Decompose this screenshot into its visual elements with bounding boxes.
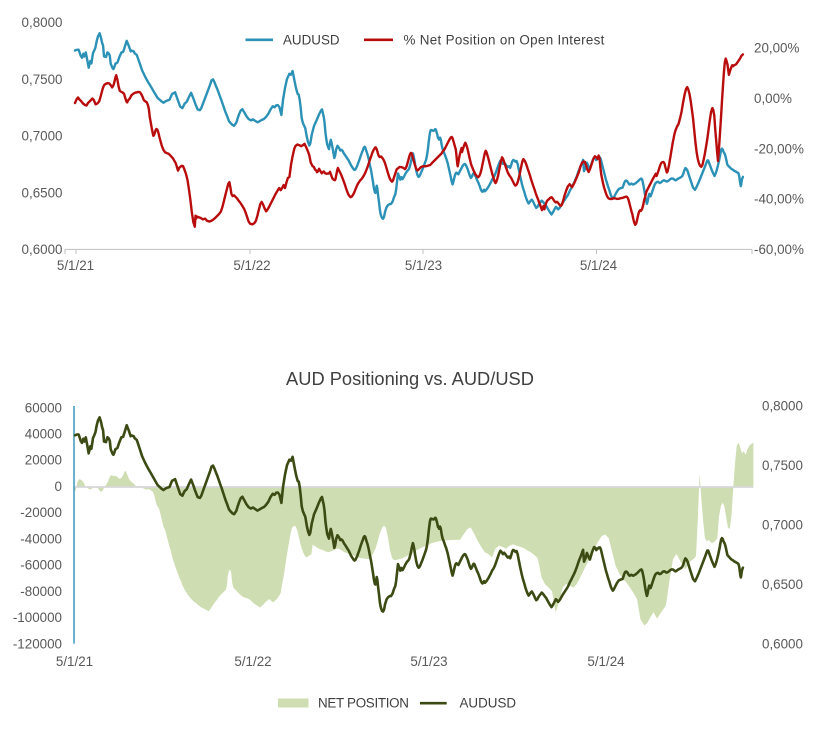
- svg-text:-60,00%: -60,00%: [754, 242, 804, 257]
- svg-text:0,8000: 0,8000: [22, 15, 63, 30]
- svg-text:-80000: -80000: [20, 584, 62, 599]
- svg-text:0,6000: 0,6000: [762, 636, 803, 651]
- svg-text:60000: 60000: [25, 400, 62, 415]
- svg-text:0,6500: 0,6500: [762, 577, 803, 592]
- svg-text:5/1/22: 5/1/22: [233, 258, 270, 273]
- svg-text:0,7000: 0,7000: [22, 129, 63, 144]
- svg-text:20000: 20000: [25, 453, 62, 468]
- svg-text:AUD Positioning vs. AUD/USD: AUD Positioning vs. AUD/USD: [286, 368, 534, 389]
- svg-text:5/1/23: 5/1/23: [410, 654, 447, 669]
- svg-text:-20,00%: -20,00%: [754, 141, 804, 156]
- svg-text:-100000: -100000: [13, 610, 62, 625]
- svg-text:AUDUSD: AUDUSD: [283, 33, 340, 48]
- svg-text:0,7000: 0,7000: [762, 518, 803, 533]
- svg-text:40000: 40000: [25, 427, 62, 442]
- svg-text:0,00%: 0,00%: [754, 91, 792, 106]
- svg-text:0,7500: 0,7500: [22, 72, 63, 87]
- svg-text:5/1/21: 5/1/21: [57, 258, 94, 273]
- svg-text:0: 0: [55, 479, 62, 494]
- svg-text:-20000: -20000: [20, 505, 62, 520]
- svg-text:-40000: -40000: [20, 531, 62, 546]
- svg-text:NET POSITION: NET POSITION: [318, 696, 409, 711]
- svg-text:-60000: -60000: [20, 558, 62, 573]
- svg-text:20,00%: 20,00%: [754, 41, 800, 56]
- svg-text:5/1/21: 5/1/21: [56, 654, 93, 669]
- svg-text:5/1/22: 5/1/22: [234, 654, 271, 669]
- svg-text:5/1/24: 5/1/24: [580, 258, 618, 273]
- svg-text:0,6000: 0,6000: [22, 242, 63, 257]
- svg-text:-40,00%: -40,00%: [754, 192, 804, 207]
- svg-text:0,7500: 0,7500: [762, 458, 803, 473]
- svg-text:5/1/24: 5/1/24: [587, 654, 625, 669]
- svg-text:0,6500: 0,6500: [22, 185, 63, 200]
- svg-text:0,8000: 0,8000: [762, 399, 803, 414]
- svg-text:% Net Position on Open Interes: % Net Position on Open Interest: [404, 33, 605, 48]
- svg-text:5/1/23: 5/1/23: [405, 258, 442, 273]
- svg-text:AUDUSD: AUDUSD: [460, 696, 517, 711]
- svg-text:-120000: -120000: [13, 636, 62, 651]
